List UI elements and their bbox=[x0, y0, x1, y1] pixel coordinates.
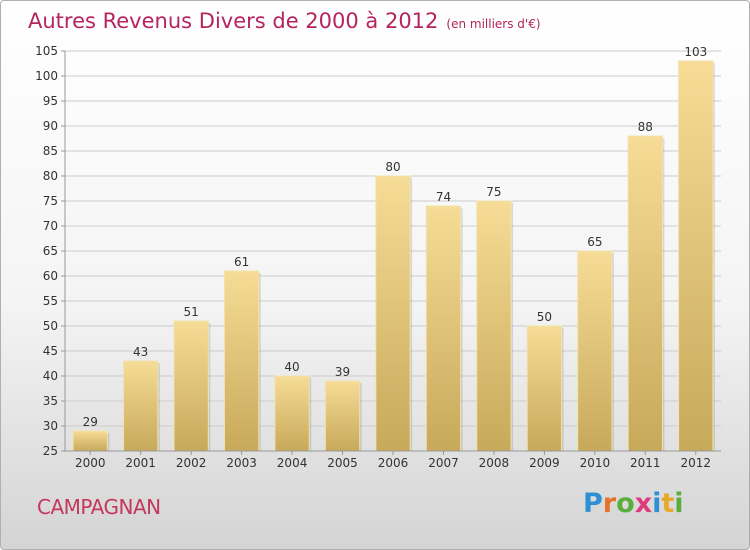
y-tick-label: 60 bbox=[43, 269, 58, 283]
logo-letter: i bbox=[652, 488, 662, 519]
data-label: 74 bbox=[436, 190, 451, 204]
data-label: 103 bbox=[684, 45, 707, 59]
chart-title: Autres Revenus Divers de 2000 à 2012 (en … bbox=[28, 9, 541, 33]
y-tick-label: 90 bbox=[43, 119, 58, 133]
y-tick-label: 35 bbox=[43, 394, 58, 408]
data-label: 43 bbox=[133, 345, 148, 359]
data-label: 51 bbox=[184, 305, 199, 319]
y-tick-label: 100 bbox=[35, 69, 58, 83]
data-label: 88 bbox=[638, 120, 653, 134]
bar bbox=[425, 205, 462, 452]
y-tick-label: 40 bbox=[43, 369, 58, 383]
bar bbox=[274, 375, 310, 452]
y-tick-label: 105 bbox=[35, 44, 58, 58]
x-tick-label: 2001 bbox=[125, 456, 156, 470]
data-label: 50 bbox=[537, 310, 552, 324]
y-tick-label: 55 bbox=[43, 294, 58, 308]
x-tick-label: 2002 bbox=[176, 456, 207, 470]
x-tick-label: 2008 bbox=[479, 456, 510, 470]
data-label: 39 bbox=[335, 365, 350, 379]
data-label: 40 bbox=[284, 360, 299, 374]
commune-name: CAMPAGNAN bbox=[37, 495, 161, 519]
y-tick-label: 75 bbox=[43, 194, 58, 208]
x-tick-label: 2012 bbox=[680, 456, 711, 470]
x-tick-label: 2006 bbox=[378, 456, 409, 470]
x-tick-label: 2003 bbox=[226, 456, 257, 470]
data-label: 29 bbox=[83, 415, 98, 429]
bar bbox=[627, 135, 663, 452]
logo-letter: x bbox=[634, 488, 653, 519]
y-tick-label: 30 bbox=[43, 419, 58, 433]
y-tick-label: 45 bbox=[43, 344, 58, 358]
chart-title-text: Autres Revenus Divers de 2000 à 2012 bbox=[28, 9, 439, 33]
y-tick-label: 65 bbox=[43, 244, 58, 258]
logo-letter: r bbox=[602, 488, 617, 519]
x-tick-label: 2007 bbox=[428, 456, 459, 470]
bar bbox=[324, 380, 361, 452]
y-tick-label: 25 bbox=[43, 444, 58, 458]
bar bbox=[375, 175, 411, 452]
x-tick-label: 2005 bbox=[327, 456, 358, 470]
logo-letter: t bbox=[661, 488, 675, 519]
logo-letter: P bbox=[583, 488, 603, 519]
chart-subtitle: (en milliers d'€) bbox=[446, 17, 541, 31]
bar bbox=[123, 360, 159, 452]
bar bbox=[678, 60, 714, 452]
data-label: 80 bbox=[385, 160, 400, 174]
value-labels: 29 43 51 61 40 39 80 74 75 50 65 88 103 bbox=[83, 45, 708, 429]
logo-letter: i bbox=[674, 488, 684, 519]
logo-letter: o bbox=[616, 488, 635, 519]
y-tick-label: 70 bbox=[43, 219, 58, 233]
axis-ticks: 25 30 35 40 45 50 55 60 65 70 75 80 85 90 95 100 105 2000… bbox=[35, 44, 721, 470]
x-tick-label: 2011 bbox=[630, 456, 661, 470]
y-tick-label: 95 bbox=[43, 94, 58, 108]
bar bbox=[476, 200, 512, 452]
y-tick-label: 85 bbox=[43, 144, 58, 158]
bar bbox=[173, 320, 209, 452]
bar bbox=[223, 270, 260, 452]
x-tick-label: 2004 bbox=[277, 456, 308, 470]
proxiti-logo: Proxiti bbox=[583, 488, 684, 519]
data-label: 65 bbox=[587, 235, 602, 249]
x-tick-label: 2010 bbox=[580, 456, 611, 470]
data-label: 61 bbox=[234, 255, 249, 269]
bar bbox=[577, 250, 613, 452]
bar bbox=[526, 325, 563, 452]
bar bbox=[72, 430, 108, 452]
bars bbox=[72, 60, 715, 452]
y-tick-label: 80 bbox=[43, 169, 58, 183]
x-tick-label: 2009 bbox=[529, 456, 560, 470]
y-tick-label: 50 bbox=[43, 319, 58, 333]
data-label: 75 bbox=[486, 185, 501, 199]
x-tick-label: 2000 bbox=[75, 456, 106, 470]
